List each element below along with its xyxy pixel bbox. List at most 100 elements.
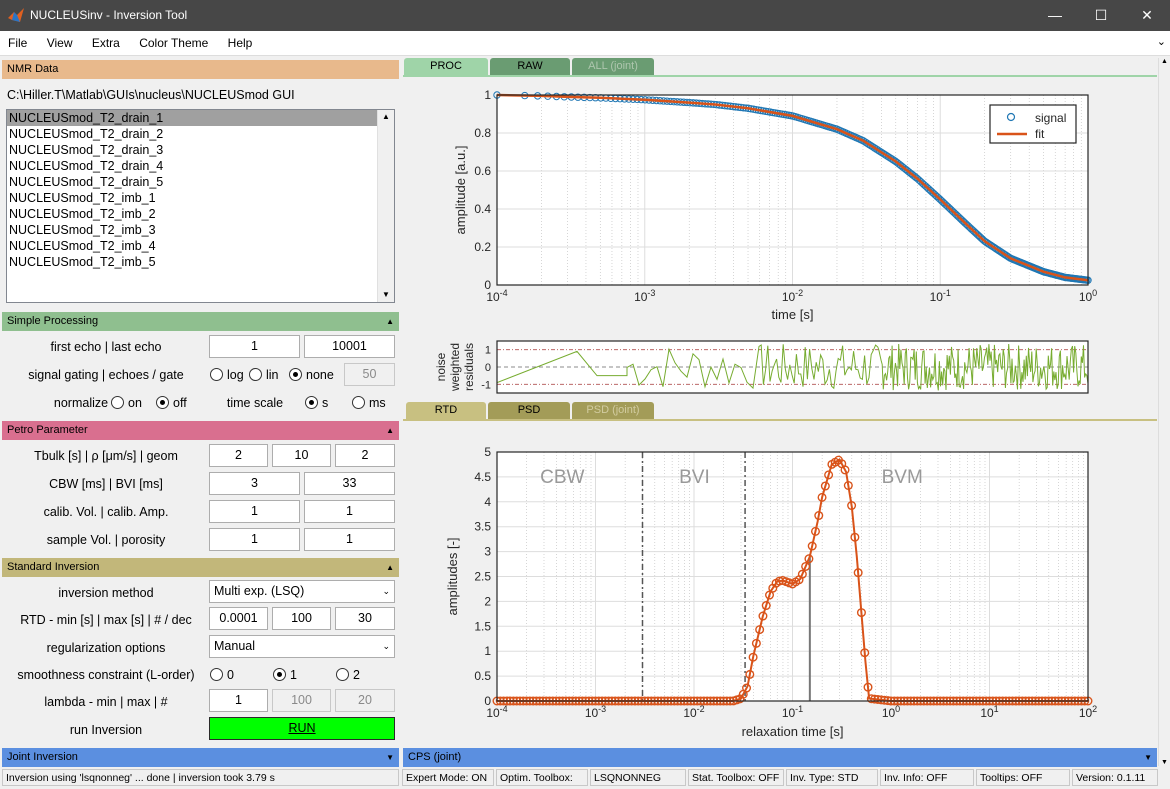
- rtd-x-tick-label: 10-4: [486, 704, 507, 720]
- geom-input[interactable]: 2: [335, 444, 395, 467]
- minimize-button[interactable]: —: [1048, 7, 1062, 23]
- list-item[interactable]: NUCLEUSmod_T2_drain_3: [9, 143, 164, 157]
- smooth-0-radio[interactable]: 0: [210, 668, 234, 682]
- signal-y-label: amplitude [a.u.]: [453, 146, 468, 235]
- maximize-button[interactable]: ☐: [1094, 7, 1108, 23]
- timescale-s-radio[interactable]: s: [305, 396, 328, 410]
- list-item[interactable]: NUCLEUSmod_T2_drain_2: [9, 127, 164, 141]
- rtd-point: [873, 695, 883, 705]
- tab-rtd[interactable]: RTD: [406, 402, 486, 419]
- calib-amp-input[interactable]: 1: [304, 500, 395, 523]
- rtd-point: [755, 625, 765, 635]
- menu-file[interactable]: File: [8, 36, 28, 50]
- menu-view[interactable]: View: [46, 36, 73, 50]
- timescale-ms-radio[interactable]: ms: [352, 396, 386, 410]
- menu-help[interactable]: Help: [227, 36, 253, 50]
- tab-all-joint[interactable]: ALL (joint): [572, 58, 654, 75]
- data-path: C:\Hiller.T\Matlab\GUIs\nucleus\NUCLEUSm…: [7, 88, 295, 102]
- rtd-x-label: relaxation time [s]: [742, 724, 844, 739]
- list-scrollbar[interactable]: ▲ ▼: [377, 110, 394, 302]
- normalize-off-radio[interactable]: off: [156, 396, 187, 410]
- residual-line: [496, 343, 1089, 391]
- regularization-select[interactable]: Manual ⌄: [209, 635, 395, 658]
- first-echo-input[interactable]: 1: [209, 335, 300, 358]
- smooth-2-radio[interactable]: 2: [336, 668, 360, 682]
- collapse-icon[interactable]: ▲: [386, 317, 394, 326]
- list-item[interactable]: NUCLEUSmod_T2_drain_4: [9, 159, 164, 173]
- cps-joint-header[interactable]: CPS (joint) ▼: [403, 748, 1157, 767]
- petro-parameter-header[interactable]: Petro Parameter ▲: [2, 421, 399, 440]
- gate-lin-radio[interactable]: lin: [249, 368, 279, 382]
- list-item[interactable]: NUCLEUSmod_T2_drain_1: [7, 110, 378, 126]
- joint-inversion-header[interactable]: Joint Inversion ▼: [2, 748, 399, 767]
- tbulk-input[interactable]: 2: [209, 444, 268, 467]
- collapse-icon[interactable]: ▲: [386, 563, 394, 572]
- simple-processing-header[interactable]: Simple Processing ▲: [2, 312, 399, 331]
- run-button[interactable]: RUN: [209, 717, 395, 740]
- collapse-icon[interactable]: ▲: [386, 426, 394, 435]
- echoes-per-gate-input[interactable]: 50: [344, 363, 395, 386]
- radio-checked-icon: [156, 396, 169, 409]
- rho-input[interactable]: 10: [272, 444, 331, 467]
- tab-psd-joint[interactable]: PSD (joint): [572, 402, 654, 419]
- signal-point: [867, 141, 875, 150]
- inversion-method-select[interactable]: Multi exp. (LSQ) ⌄: [209, 580, 395, 603]
- right-scrollbar[interactable]: ▲ ▼: [1158, 58, 1170, 766]
- smooth-1-radio[interactable]: 1: [273, 668, 297, 682]
- scroll-up-icon[interactable]: ▲: [1161, 58, 1168, 65]
- status-inv-type: Inv. Type: STD: [786, 769, 878, 786]
- last-echo-input[interactable]: 10001: [304, 335, 395, 358]
- standard-inversion-header[interactable]: Standard Inversion ▲: [2, 558, 399, 577]
- gate-none-radio[interactable]: none: [289, 368, 334, 382]
- status-version: Version: 0.1.11: [1072, 769, 1158, 786]
- porosity-input[interactable]: 1: [304, 528, 395, 551]
- tab-proc[interactable]: PROC: [404, 58, 488, 75]
- scroll-up-icon[interactable]: ▲: [382, 112, 390, 121]
- sample-vol-input[interactable]: 1: [209, 528, 300, 551]
- toolbar-toggle-icon[interactable]: ⌄: [1156, 36, 1166, 48]
- lambda-max-input[interactable]: 100: [272, 689, 331, 712]
- list-item[interactable]: NUCLEUSmod_T2_drain_5: [9, 175, 164, 189]
- rtd-max-input[interactable]: 100: [272, 607, 331, 630]
- calib-vol-input[interactable]: 1: [209, 500, 300, 523]
- file-list[interactable]: NUCLEUSmod_T2_drain_1 NUCLEUSmod_T2_drai…: [6, 109, 395, 303]
- rtd-x-tick-label: 10-1: [782, 704, 803, 720]
- expand-icon[interactable]: ▼: [386, 753, 394, 762]
- tab-raw[interactable]: RAW: [490, 58, 570, 75]
- residual-y-label: residuals: [462, 343, 476, 391]
- bvi-input[interactable]: 33: [304, 472, 395, 495]
- rtd-min-input[interactable]: 0.0001: [209, 607, 268, 630]
- menu-color-theme[interactable]: Color Theme: [139, 36, 209, 50]
- menu-extra[interactable]: Extra: [91, 36, 120, 50]
- scroll-down-icon[interactable]: ▼: [382, 290, 390, 299]
- residual-y-tick-label: 1: [485, 345, 491, 357]
- legend-fit-label: fit: [1035, 127, 1045, 141]
- rtd-label: RTD - min [s] | max [s] | # / dec: [20, 613, 192, 627]
- status-stat-toolbox: Stat. Toolbox: OFF: [688, 769, 784, 786]
- rtd-x-tick-label: 101: [980, 704, 998, 720]
- list-item[interactable]: NUCLEUSmod_T2_imb_2: [9, 207, 156, 221]
- close-button[interactable]: ✕: [1141, 7, 1153, 23]
- normalize-on-radio[interactable]: on: [111, 396, 142, 410]
- regularization-value: Manual: [214, 639, 255, 653]
- rtd-y-tick-label: 2: [484, 594, 491, 608]
- petro-parameter-title: Petro Parameter: [7, 424, 88, 436]
- list-item[interactable]: NUCLEUSmod_T2_imb_3: [9, 223, 156, 237]
- signal-y-tick-label: 0.2: [474, 240, 491, 254]
- rtd-point: [847, 501, 857, 511]
- gate-log-radio[interactable]: log: [210, 368, 244, 382]
- tab-psd[interactable]: PSD: [488, 402, 570, 419]
- scroll-down-icon[interactable]: ▼: [1161, 759, 1168, 766]
- gate-log-label: log: [227, 368, 244, 382]
- list-item[interactable]: NUCLEUSmod_T2_imb_1: [9, 191, 156, 205]
- lambda-count-input[interactable]: 20: [335, 689, 395, 712]
- expand-icon[interactable]: ▼: [1144, 753, 1152, 762]
- list-item[interactable]: NUCLEUSmod_T2_imb_5: [9, 255, 156, 269]
- rtd-point: [810, 526, 820, 536]
- rtd-per-decade-input[interactable]: 30: [335, 607, 395, 630]
- signal-y-tick-label: 0: [484, 278, 491, 292]
- cbw-input[interactable]: 3: [209, 472, 300, 495]
- status-inv-info: Inv. Info: OFF: [880, 769, 974, 786]
- lambda-min-input[interactable]: 1: [209, 689, 268, 712]
- list-item[interactable]: NUCLEUSmod_T2_imb_4: [9, 239, 156, 253]
